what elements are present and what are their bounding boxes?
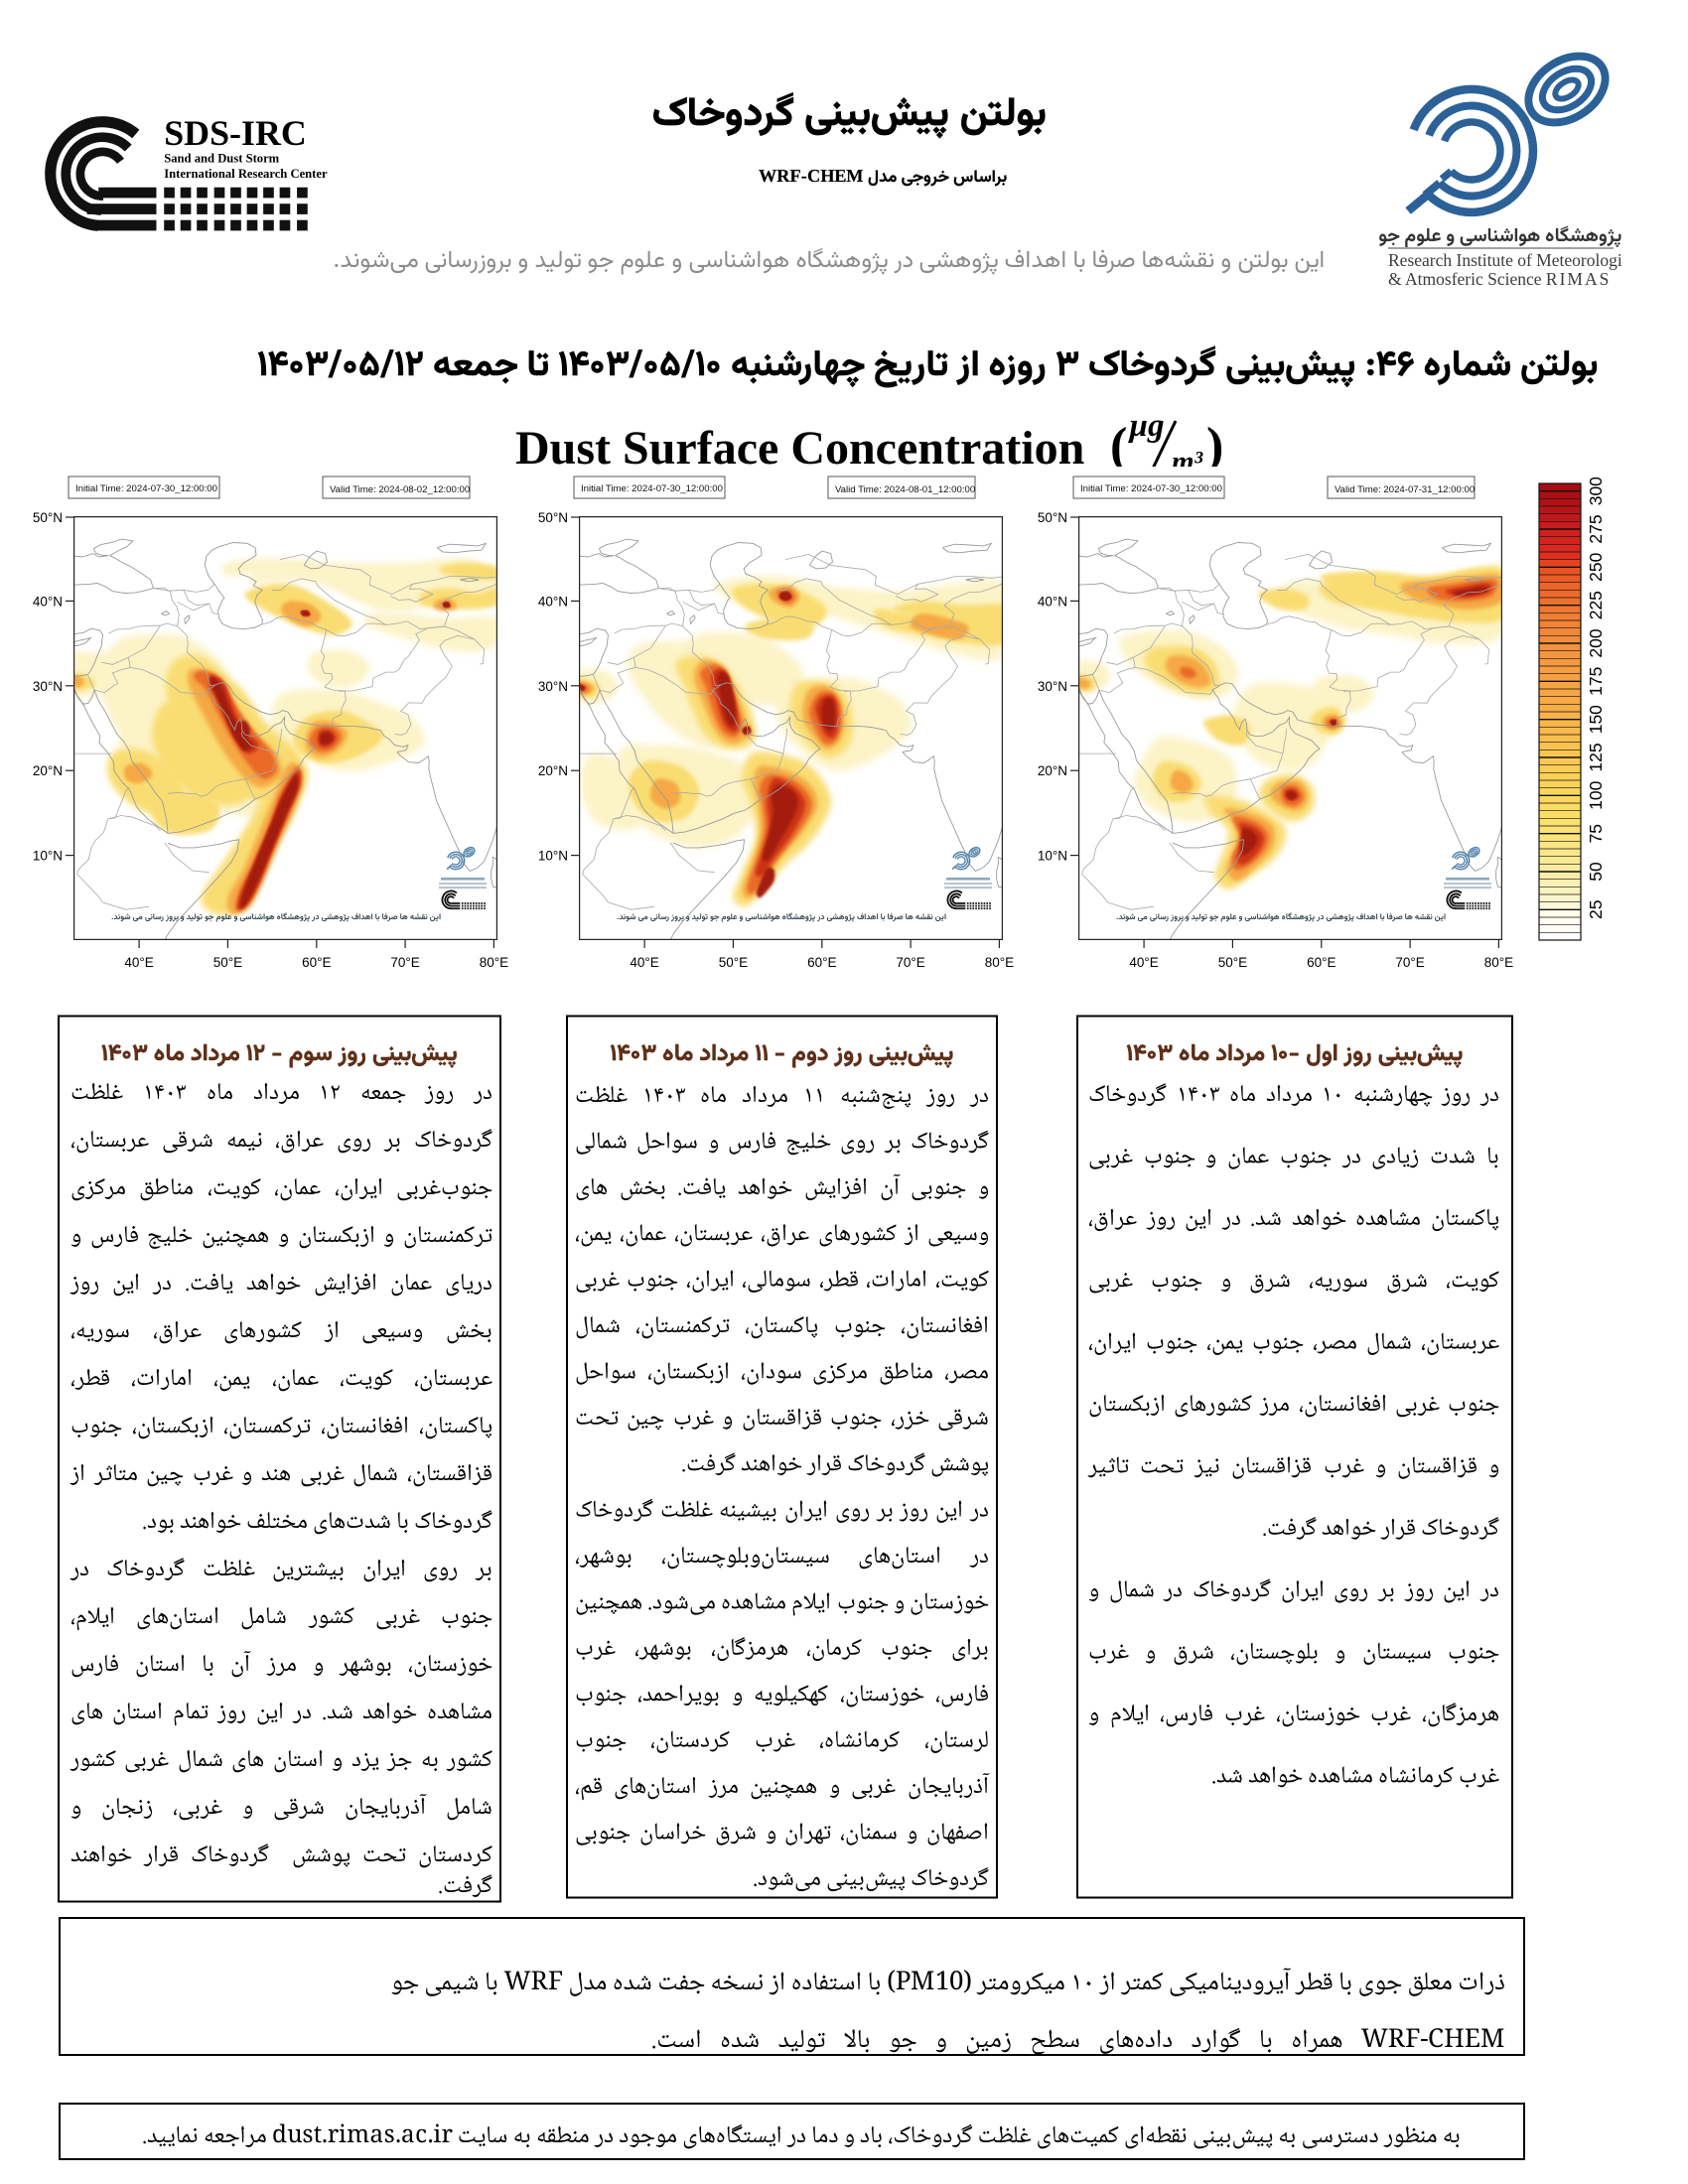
svg-text:Dust Surface Concentration: Dust Surface Concentration bbox=[515, 422, 1084, 467]
svg-text:20°N: 20°N bbox=[33, 763, 63, 778]
svg-text:60°E: 60°E bbox=[302, 955, 331, 970]
svg-text:40°E: 40°E bbox=[1129, 955, 1158, 970]
svg-text:Sand and Dust Storm: Sand and Dust Storm bbox=[164, 152, 279, 166]
svg-text:80°E: 80°E bbox=[1484, 955, 1513, 970]
svg-text:): ) bbox=[1206, 418, 1223, 467]
svg-text:40°N: 40°N bbox=[33, 594, 63, 609]
svg-text:30°N: 30°N bbox=[1038, 679, 1067, 694]
svg-text:75: 75 bbox=[1586, 824, 1606, 843]
svg-text:International Research Center: International Research Center bbox=[164, 167, 328, 181]
svg-text:(: ( bbox=[1110, 418, 1127, 467]
svg-text:70°E: 70°E bbox=[896, 955, 924, 970]
svg-text:50°E: 50°E bbox=[213, 955, 242, 970]
svg-text:100: 100 bbox=[1586, 780, 1606, 809]
svg-text:40°N: 40°N bbox=[538, 594, 568, 609]
svg-text:µg: µg bbox=[1128, 408, 1165, 444]
svg-text:50°E: 50°E bbox=[719, 955, 748, 970]
svg-text:30°N: 30°N bbox=[538, 679, 568, 694]
svg-text:Valid Time: 2024-08-01_12:00:0: Valid Time: 2024-08-01_12:00:00 bbox=[835, 484, 975, 495]
svg-text:60°E: 60°E bbox=[807, 955, 836, 970]
svg-text:20°N: 20°N bbox=[538, 763, 568, 778]
svg-text:50: 50 bbox=[1586, 862, 1606, 882]
svg-text:150: 150 bbox=[1586, 705, 1606, 734]
svg-text:275: 275 bbox=[1586, 514, 1606, 543]
svg-text:Initial Time: 2024-07-30_12:00: Initial Time: 2024-07-30_12:00:00 bbox=[581, 483, 723, 494]
svg-text:40°N: 40°N bbox=[1038, 594, 1067, 609]
svg-text:m³: m³ bbox=[1172, 446, 1204, 467]
svg-text:Valid Time: 2024-08-02_12:00:0: Valid Time: 2024-08-02_12:00:00 bbox=[330, 484, 470, 495]
svg-text:SDS-IRC: SDS-IRC bbox=[164, 113, 307, 153]
svg-text:& Atmosferic Science RIMAS: & Atmosferic Science RIMAS bbox=[1388, 269, 1611, 289]
svg-text:30°N: 30°N bbox=[33, 679, 63, 694]
svg-text:80°E: 80°E bbox=[480, 955, 508, 970]
svg-text:10°N: 10°N bbox=[538, 849, 568, 864]
svg-text:50°E: 50°E bbox=[1218, 955, 1247, 970]
svg-text:10°N: 10°N bbox=[33, 849, 63, 864]
svg-text:Initial Time: 2024-07-30_12:00: Initial Time: 2024-07-30_12:00:00 bbox=[75, 483, 217, 494]
svg-text:250: 250 bbox=[1586, 552, 1606, 581]
svg-text:200: 200 bbox=[1586, 628, 1606, 657]
svg-text:40°E: 40°E bbox=[124, 955, 153, 970]
svg-text:300: 300 bbox=[1586, 477, 1606, 505]
svg-text:70°E: 70°E bbox=[1395, 955, 1424, 970]
svg-text:20°N: 20°N bbox=[1038, 763, 1067, 778]
svg-text:Initial Time: 2024-07-30_12:00: Initial Time: 2024-07-30_12:00:00 bbox=[1080, 483, 1222, 494]
svg-text:40°E: 40°E bbox=[630, 955, 658, 970]
svg-text:125: 125 bbox=[1586, 743, 1606, 771]
svg-text:50°N: 50°N bbox=[33, 510, 63, 525]
svg-text:10°N: 10°N bbox=[1038, 849, 1067, 864]
svg-text:225: 225 bbox=[1586, 591, 1606, 619]
svg-text:175: 175 bbox=[1586, 667, 1606, 696]
svg-text:50°N: 50°N bbox=[1038, 510, 1067, 525]
svg-text:25: 25 bbox=[1586, 900, 1606, 919]
svg-text:50°N: 50°N bbox=[538, 510, 568, 525]
svg-text:80°E: 80°E bbox=[985, 955, 1014, 970]
svg-text:Research Institute of Meteorol: Research Institute of Meteorologi bbox=[1388, 250, 1622, 270]
svg-text:70°E: 70°E bbox=[390, 955, 419, 970]
svg-text:Valid Time: 2024-07-31_12:00:0: Valid Time: 2024-07-31_12:00:00 bbox=[1335, 484, 1475, 495]
svg-text:60°E: 60°E bbox=[1307, 955, 1336, 970]
